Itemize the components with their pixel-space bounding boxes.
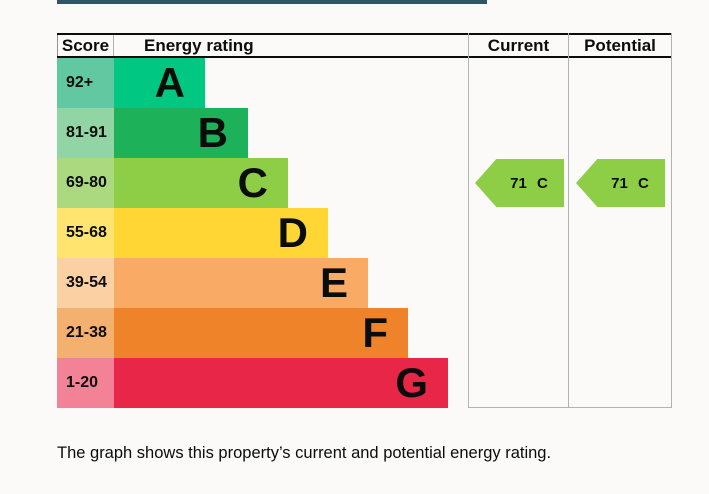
potential-rating-label: 71 C — [611, 174, 649, 192]
potential-rating-arrow: 71 C — [576, 159, 665, 207]
rating-bar: F — [114, 308, 408, 358]
rating-bar: G — [114, 358, 448, 408]
table-bottom-border — [468, 407, 672, 408]
rating-row-e: 39-54 E — [57, 258, 672, 308]
score-range: 81-91 — [57, 108, 114, 158]
chart-caption: The graph shows this property’s current … — [57, 444, 552, 462]
rating-row-c: 69-80 C — [57, 158, 672, 208]
energy-rating-table: Score Energy rating Current Potential 92… — [57, 33, 672, 408]
rating-bar: D — [114, 208, 328, 258]
table-right-border — [671, 33, 672, 408]
header-energy-rating: Energy rating — [144, 36, 254, 55]
current-column-left-border — [468, 33, 469, 408]
score-range: 55-68 — [57, 208, 114, 258]
score-range: 39-54 — [57, 258, 114, 308]
rating-row-a: 92+ A — [57, 58, 672, 108]
potential-column-left-border — [568, 33, 569, 408]
rating-row-d: 55-68 D — [57, 208, 672, 258]
rating-bands: 92+ A 81-91 B 69-80 C 55-68 D 39-54 E 21… — [57, 58, 672, 408]
rating-bar: A — [114, 58, 205, 108]
table-header-row: Score Energy rating Current Potential — [57, 33, 672, 58]
current-rating-label: 71 C — [510, 174, 548, 192]
header-score: Score — [57, 35, 114, 56]
rating-row-g: 1-20 G — [57, 358, 672, 408]
rating-bar: B — [114, 108, 248, 158]
header-potential: Potential — [568, 35, 672, 56]
rating-bar: E — [114, 258, 368, 308]
score-range: 92+ — [57, 58, 114, 108]
score-range: 1-20 — [57, 358, 114, 408]
score-range: 21-38 — [57, 308, 114, 358]
score-range: 69-80 — [57, 158, 114, 208]
rating-bar: C — [114, 158, 288, 208]
header-current: Current — [468, 35, 568, 56]
current-rating-arrow: 71 C — [475, 159, 564, 207]
title-underline-rule — [57, 0, 487, 4]
rating-row-b: 81-91 B — [57, 108, 672, 158]
rating-row-f: 21-38 F — [57, 308, 672, 358]
